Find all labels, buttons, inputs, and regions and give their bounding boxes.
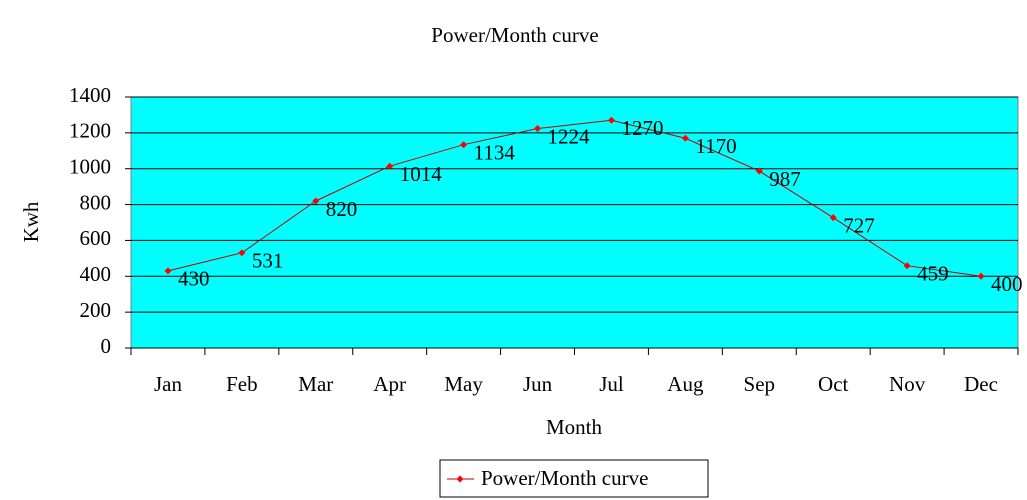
x-tick-label: Apr: [373, 372, 406, 396]
data-point: [238, 249, 246, 257]
data-point: [460, 141, 468, 149]
data-label: 1170: [695, 134, 736, 158]
y-tick-label: 0: [101, 334, 112, 358]
y-tick-label: 1400: [69, 83, 111, 107]
x-tick-label: Dec: [964, 372, 998, 396]
legend-marker: [456, 475, 464, 483]
x-tick-label: Feb: [226, 372, 258, 396]
plot-area: [130, 96, 1019, 349]
data-label: 430: [178, 267, 210, 291]
data-point: [829, 214, 837, 222]
x-tick-label: Mar: [298, 372, 333, 396]
y-axis-label: Kwh: [19, 201, 43, 242]
data-point: [312, 197, 320, 205]
data-point: [903, 262, 911, 270]
x-tick-label: Jun: [523, 372, 553, 396]
y-tick-label: 600: [80, 226, 112, 250]
data-label: 531: [252, 249, 284, 273]
data-label: 820: [326, 197, 358, 221]
series-line: [167, 119, 982, 277]
data-label: 1134: [474, 141, 516, 165]
x-tick-label: Jan: [154, 372, 182, 396]
data-point: [386, 162, 394, 170]
data-label: 727: [843, 213, 875, 237]
legend-label: Power/Month curve: [481, 466, 648, 490]
data-label: 1014: [400, 162, 443, 186]
x-tick-label: Aug: [667, 372, 704, 396]
chart-title: Power/Month curve: [431, 23, 598, 47]
data-label: 1224: [548, 124, 591, 148]
legend: [439, 459, 709, 498]
x-tick-label: Sep: [744, 372, 776, 396]
data-label: 400: [991, 272, 1023, 296]
data-point: [681, 134, 689, 142]
x-tick-label: Nov: [889, 372, 926, 396]
y-tick-label: 1000: [69, 155, 111, 179]
y-tick-label: 800: [80, 190, 112, 214]
data-point: [977, 272, 985, 280]
y-tick-label: 400: [80, 262, 112, 286]
data-label: 987: [769, 167, 801, 191]
x-tick-label: Oct: [818, 372, 848, 396]
y-tick-label: 1200: [69, 119, 111, 143]
data-point: [607, 116, 615, 124]
data-point: [534, 125, 542, 133]
data-label: 1270: [621, 116, 663, 140]
data-point: [164, 267, 172, 275]
x-tick-label: May: [444, 372, 483, 396]
y-tick-label: 200: [80, 298, 112, 322]
x-tick-label: Jul: [599, 372, 624, 396]
data-point: [755, 167, 763, 175]
data-label: 459: [917, 262, 949, 286]
x-axis-label: Month: [546, 415, 603, 439]
